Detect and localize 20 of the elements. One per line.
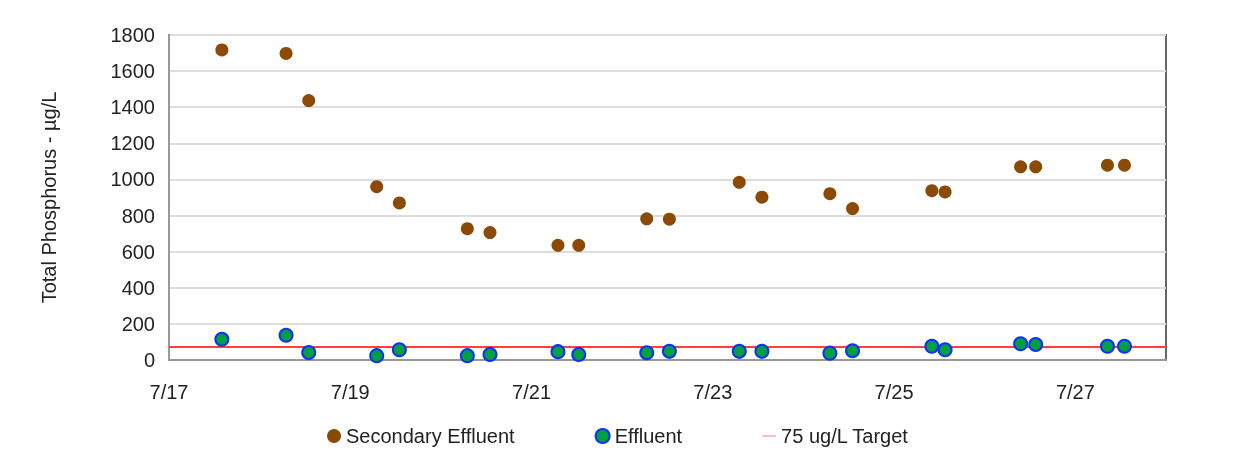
x-tick-label: 7/19 — [330, 381, 370, 403]
y-tick-label: 1400 — [110, 96, 155, 119]
y-tick-label: 0 — [143, 349, 155, 371]
legend-label: Effluent — [614, 425, 683, 447]
x-tick-label: 7/25 — [874, 381, 914, 403]
x-tick-label: 7/21 — [512, 381, 552, 403]
y-tick-label: 1600 — [110, 60, 155, 83]
legend-label: 75 ug/L Target — [781, 425, 909, 447]
y-tick-label: 1800 — [110, 24, 155, 46]
y-tick-label: 400 — [121, 276, 155, 299]
y-axis-title: Total Phosphorus - µg/L — [38, 91, 60, 304]
x-tick-label: 7/17 — [149, 381, 189, 403]
y-tick-label: 200 — [121, 312, 155, 335]
legend-label: Secondary Effluent — [346, 425, 516, 447]
x-tick-label: 7/23 — [693, 381, 733, 403]
y-tick-label: 1200 — [110, 132, 155, 155]
y-tick-label: 800 — [121, 204, 155, 227]
x-tick-label: 7/27 — [1055, 381, 1095, 403]
y-tick-label: 1000 — [110, 168, 155, 191]
y-tick-label: 600 — [121, 240, 155, 263]
